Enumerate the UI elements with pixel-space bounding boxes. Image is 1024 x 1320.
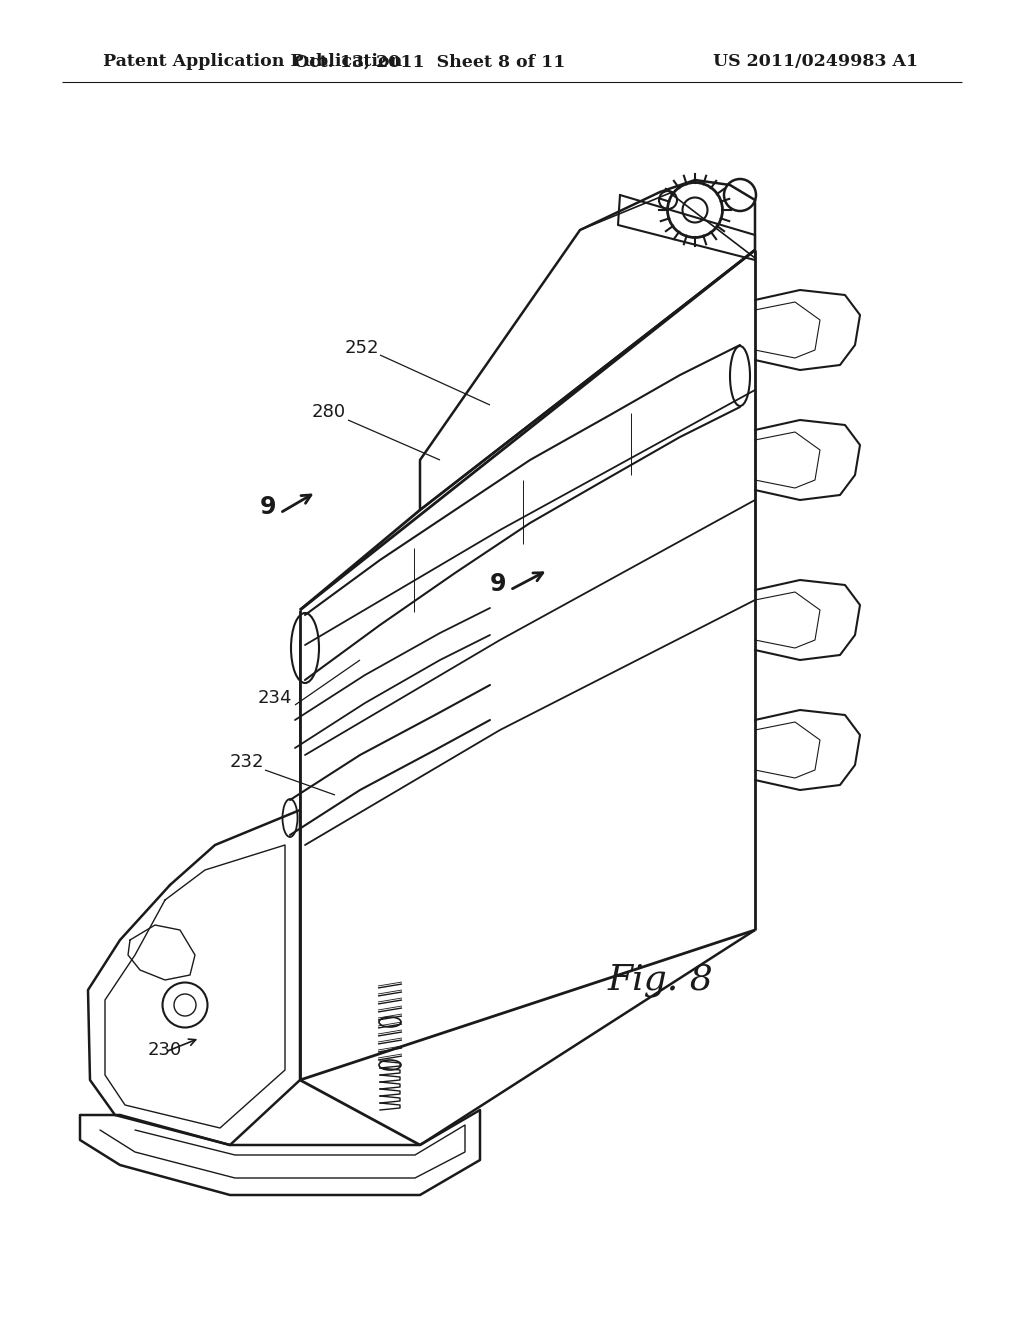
Text: 234: 234 (258, 689, 293, 708)
Text: US 2011/0249983 A1: US 2011/0249983 A1 (713, 54, 918, 70)
Text: Patent Application Publication: Patent Application Publication (103, 54, 402, 70)
Text: Fig. 8: Fig. 8 (607, 964, 713, 997)
Text: 9: 9 (260, 495, 276, 519)
Text: 280: 280 (312, 403, 346, 421)
Text: 252: 252 (345, 339, 380, 356)
Text: 9: 9 (489, 572, 506, 597)
Text: Oct. 13, 2011  Sheet 8 of 11: Oct. 13, 2011 Sheet 8 of 11 (294, 54, 565, 70)
Text: 232: 232 (230, 752, 264, 771)
Text: 230: 230 (148, 1041, 182, 1059)
